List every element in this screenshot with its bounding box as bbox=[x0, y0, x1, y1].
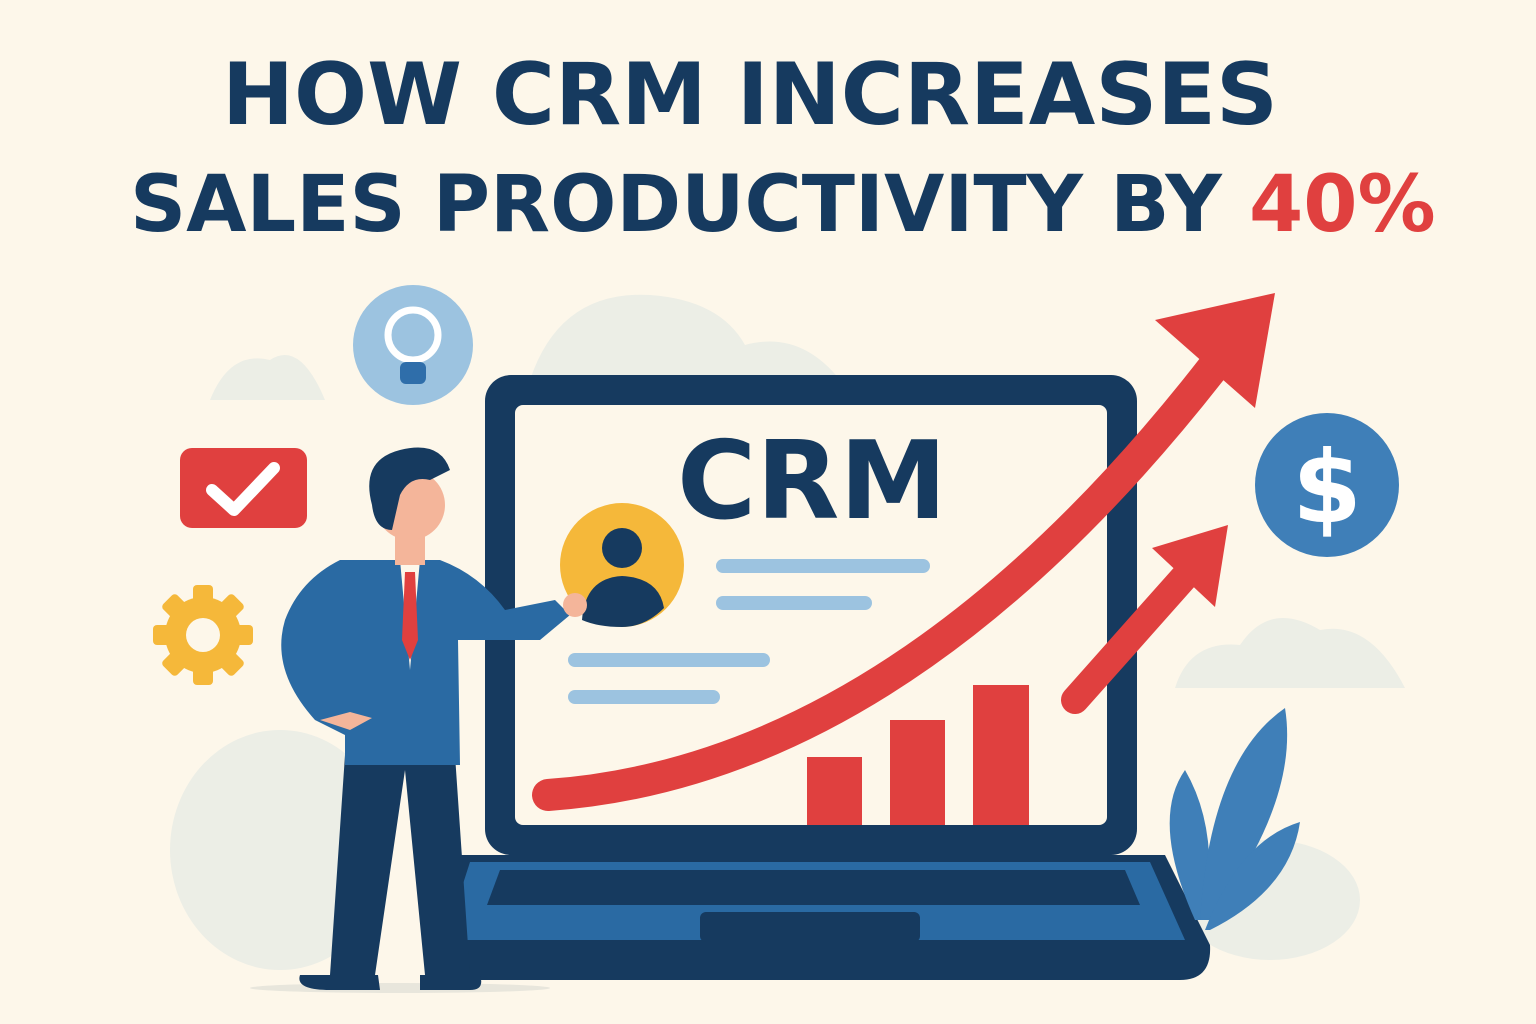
title-line-2: SALES PRODUCTIVITY BY 40% bbox=[130, 166, 1436, 244]
bar bbox=[807, 757, 862, 825]
screen-crm-label: CRM bbox=[677, 419, 947, 544]
title-line-2-text: SALES PRODUCTIVITY BY bbox=[130, 160, 1222, 250]
bar bbox=[973, 685, 1029, 825]
title-line-1: HOW CRM INCREASES bbox=[222, 45, 1278, 145]
user-avatar-icon bbox=[560, 503, 684, 627]
dollar-icon: $ bbox=[1255, 413, 1399, 557]
lightbulb-icon bbox=[353, 285, 473, 405]
text-lines bbox=[568, 559, 930, 704]
gear-icon bbox=[153, 585, 253, 685]
bar-chart-icon bbox=[807, 685, 1029, 825]
svg-text:$: $ bbox=[1292, 429, 1362, 546]
bar bbox=[890, 720, 945, 825]
businessman-illustration bbox=[250, 447, 587, 993]
plant-leaves-icon bbox=[1169, 708, 1300, 930]
title-highlight-percent: 40% bbox=[1249, 160, 1436, 250]
growth-arrow-icon bbox=[532, 293, 1275, 811]
laptop bbox=[431, 375, 1211, 980]
checkmark-icon bbox=[180, 448, 307, 528]
